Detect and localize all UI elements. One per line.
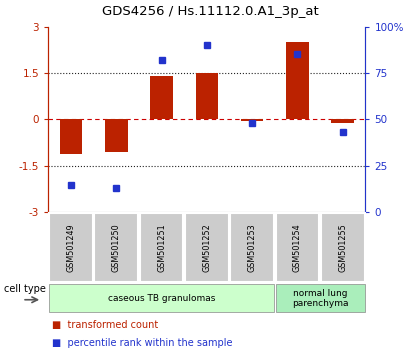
- Bar: [196, 73, 218, 120]
- Bar: [331, 120, 354, 122]
- Text: GDS4256 / Hs.11112.0.A1_3p_at: GDS4256 / Hs.11112.0.A1_3p_at: [102, 5, 318, 18]
- Text: GSM501254: GSM501254: [293, 223, 302, 272]
- Text: GSM501255: GSM501255: [338, 223, 347, 272]
- Text: cell type: cell type: [4, 284, 46, 295]
- Bar: [241, 120, 263, 121]
- Text: caseous TB granulomas: caseous TB granulomas: [108, 294, 215, 303]
- Text: normal lung
parenchyma: normal lung parenchyma: [292, 289, 348, 308]
- Bar: [286, 42, 309, 120]
- Text: GSM501249: GSM501249: [66, 223, 76, 272]
- Text: ■  percentile rank within the sample: ■ percentile rank within the sample: [52, 338, 233, 348]
- Text: GSM501252: GSM501252: [202, 223, 211, 272]
- Bar: [105, 120, 128, 152]
- Bar: [60, 120, 82, 154]
- Text: ■  transformed count: ■ transformed count: [52, 320, 159, 330]
- Text: GSM501250: GSM501250: [112, 223, 121, 272]
- Text: GSM501253: GSM501253: [248, 223, 257, 272]
- Text: GSM501251: GSM501251: [157, 223, 166, 272]
- Bar: [150, 76, 173, 120]
